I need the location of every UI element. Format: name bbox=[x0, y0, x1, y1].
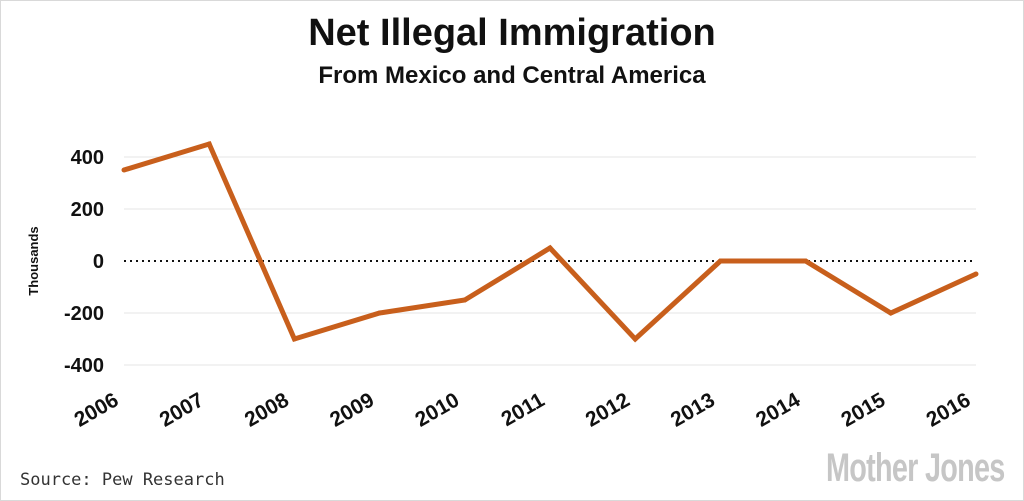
y-tick-label: 0 bbox=[93, 251, 104, 273]
data-point bbox=[462, 297, 468, 303]
x-tick-label: 2013 bbox=[667, 388, 719, 431]
data-point bbox=[291, 336, 297, 342]
x-tick-label: 2015 bbox=[837, 388, 889, 431]
x-tick-label: 2007 bbox=[156, 388, 208, 431]
y-tick-label: 200 bbox=[71, 199, 104, 221]
x-tick-label: 2016 bbox=[923, 388, 975, 431]
x-tick-label: 2012 bbox=[582, 388, 634, 431]
chart-subtitle: From Mexico and Central America bbox=[318, 62, 706, 89]
x-tick-label: 2010 bbox=[411, 388, 463, 431]
data-point bbox=[547, 245, 553, 251]
y-axis-label: Thousands bbox=[26, 226, 41, 295]
x-tick-label: 2009 bbox=[326, 388, 378, 431]
data-point bbox=[377, 310, 383, 316]
source-note: Source: Pew Research bbox=[20, 470, 225, 490]
data-point bbox=[717, 258, 723, 264]
y-tick-label: 400 bbox=[71, 147, 104, 169]
y-tick-label: -400 bbox=[64, 355, 104, 377]
data-point bbox=[121, 167, 127, 173]
data-point bbox=[888, 310, 894, 316]
data-point bbox=[632, 336, 638, 342]
data-point bbox=[973, 271, 979, 277]
x-tick-label: 2014 bbox=[752, 388, 804, 431]
x-tick-label: 2008 bbox=[241, 388, 293, 431]
x-tick-label: 2006 bbox=[71, 388, 123, 431]
data-point bbox=[803, 258, 809, 264]
chart-title: Net Illegal Immigration bbox=[308, 12, 716, 54]
series-line bbox=[123, 140, 978, 343]
data-point bbox=[206, 141, 212, 147]
y-tick-label: -200 bbox=[64, 303, 104, 325]
x-tick-label: 2011 bbox=[498, 388, 549, 431]
mother-jones-logo: Mother Jones bbox=[826, 446, 1005, 490]
